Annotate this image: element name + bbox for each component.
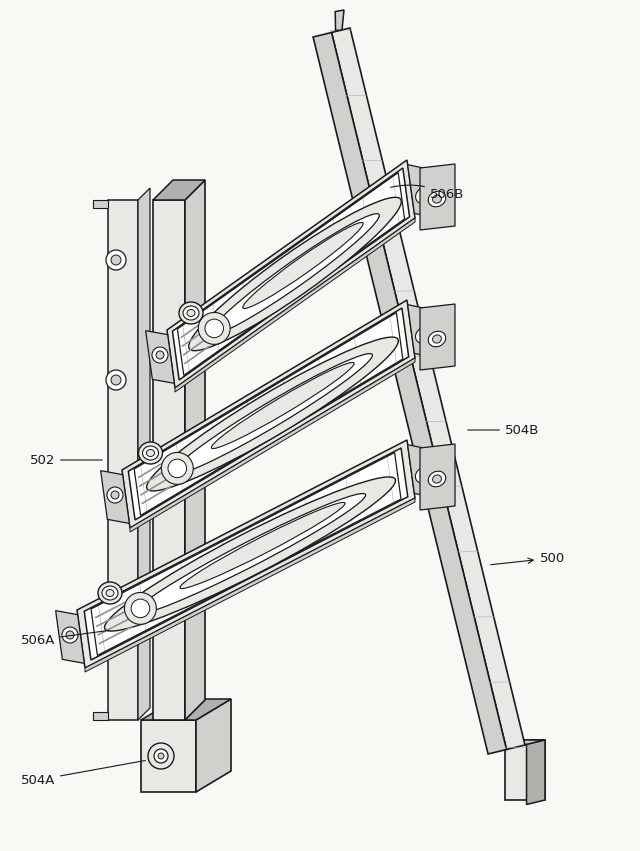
- Ellipse shape: [198, 312, 230, 345]
- Ellipse shape: [415, 466, 435, 483]
- Polygon shape: [108, 200, 138, 720]
- Polygon shape: [146, 331, 174, 383]
- Circle shape: [158, 753, 164, 759]
- Ellipse shape: [134, 494, 365, 614]
- Polygon shape: [85, 498, 415, 672]
- Circle shape: [106, 370, 126, 390]
- Ellipse shape: [102, 586, 118, 600]
- Ellipse shape: [211, 363, 354, 448]
- Polygon shape: [153, 200, 185, 720]
- Ellipse shape: [433, 335, 442, 343]
- Polygon shape: [93, 200, 108, 208]
- Ellipse shape: [98, 582, 122, 604]
- Ellipse shape: [183, 306, 199, 320]
- Ellipse shape: [433, 475, 442, 483]
- Ellipse shape: [168, 460, 187, 477]
- Ellipse shape: [189, 197, 401, 351]
- Text: 506A: 506A: [20, 631, 109, 647]
- Ellipse shape: [173, 353, 372, 474]
- Ellipse shape: [428, 471, 445, 487]
- Polygon shape: [141, 720, 196, 792]
- Polygon shape: [185, 180, 205, 720]
- Circle shape: [106, 630, 126, 650]
- Circle shape: [107, 487, 123, 503]
- Polygon shape: [130, 358, 415, 532]
- Ellipse shape: [428, 191, 445, 207]
- Polygon shape: [313, 32, 506, 754]
- Text: 500: 500: [491, 551, 565, 565]
- Ellipse shape: [131, 599, 150, 618]
- Ellipse shape: [147, 337, 398, 491]
- Text: 502: 502: [29, 454, 102, 466]
- Polygon shape: [505, 740, 545, 800]
- Polygon shape: [141, 699, 231, 720]
- Ellipse shape: [161, 453, 193, 484]
- Text: 504B: 504B: [468, 424, 540, 437]
- Circle shape: [111, 635, 121, 645]
- Ellipse shape: [420, 331, 429, 340]
- Ellipse shape: [433, 195, 442, 203]
- Circle shape: [106, 490, 126, 510]
- Ellipse shape: [420, 471, 430, 479]
- Circle shape: [106, 250, 126, 270]
- Circle shape: [111, 375, 121, 385]
- Polygon shape: [175, 218, 415, 392]
- Polygon shape: [527, 740, 545, 804]
- Ellipse shape: [147, 449, 154, 456]
- Polygon shape: [138, 188, 150, 720]
- Ellipse shape: [179, 302, 203, 324]
- Ellipse shape: [428, 331, 445, 347]
- Polygon shape: [408, 164, 442, 220]
- Polygon shape: [84, 448, 408, 660]
- Ellipse shape: [106, 590, 114, 597]
- Polygon shape: [408, 444, 442, 500]
- Circle shape: [154, 749, 168, 763]
- Ellipse shape: [415, 186, 435, 203]
- Polygon shape: [167, 160, 415, 388]
- Polygon shape: [332, 28, 525, 750]
- Ellipse shape: [143, 446, 159, 460]
- Circle shape: [111, 495, 121, 505]
- Ellipse shape: [124, 592, 156, 625]
- Text: 504A: 504A: [20, 761, 145, 786]
- Polygon shape: [122, 300, 415, 528]
- Ellipse shape: [187, 310, 195, 317]
- Circle shape: [66, 631, 74, 639]
- Polygon shape: [172, 168, 410, 380]
- Polygon shape: [129, 308, 409, 520]
- Ellipse shape: [205, 319, 223, 338]
- Circle shape: [111, 255, 121, 265]
- Circle shape: [156, 351, 164, 359]
- Circle shape: [152, 347, 168, 363]
- Polygon shape: [196, 699, 231, 792]
- Polygon shape: [408, 305, 442, 359]
- Circle shape: [62, 627, 78, 643]
- Ellipse shape: [104, 477, 396, 631]
- Text: 506B: 506B: [390, 185, 465, 202]
- Polygon shape: [420, 164, 455, 230]
- Polygon shape: [93, 712, 108, 720]
- Polygon shape: [335, 10, 344, 31]
- Polygon shape: [100, 471, 129, 523]
- Ellipse shape: [415, 327, 435, 344]
- Ellipse shape: [138, 442, 163, 464]
- Ellipse shape: [211, 214, 380, 334]
- Circle shape: [111, 491, 119, 499]
- Ellipse shape: [420, 191, 429, 199]
- Ellipse shape: [243, 222, 363, 309]
- Ellipse shape: [180, 502, 345, 589]
- Polygon shape: [153, 180, 205, 200]
- Polygon shape: [77, 440, 415, 668]
- Polygon shape: [486, 740, 545, 745]
- Polygon shape: [56, 611, 84, 664]
- Polygon shape: [420, 304, 455, 370]
- Polygon shape: [420, 444, 455, 510]
- Circle shape: [148, 743, 174, 769]
